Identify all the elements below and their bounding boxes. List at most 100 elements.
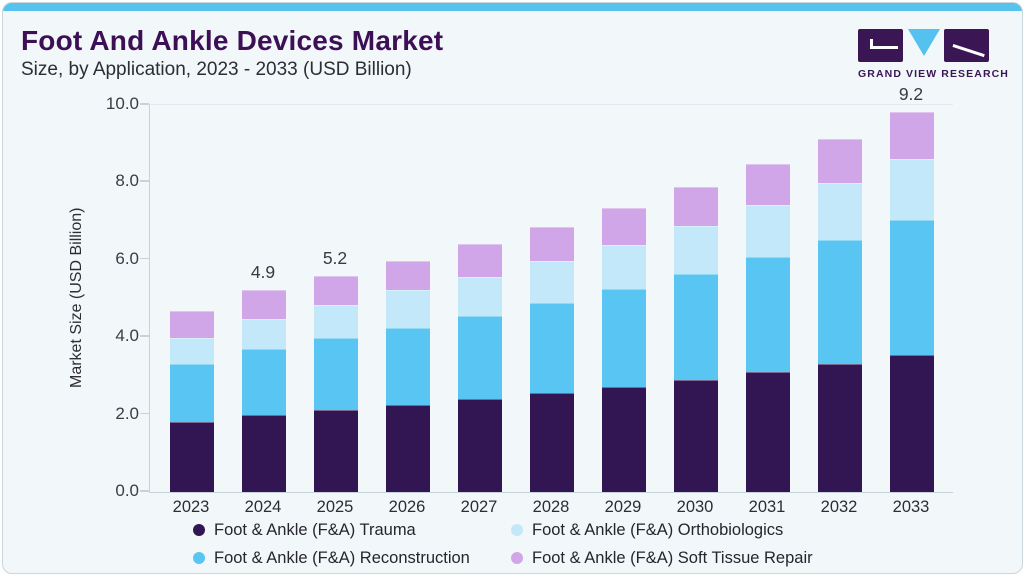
x-tick-label: 2023 [172, 498, 210, 516]
legend-swatch-orthobiologics [511, 524, 523, 536]
bar-segment-soft-tissue-repair-2031 [746, 164, 790, 206]
bar-segment-orthobiologics-2025 [314, 304, 358, 338]
bar-segment-soft-tissue-repair-2033 [890, 112, 934, 159]
bar-segment-orthobiologics-2032 [818, 183, 862, 240]
bar-segment-soft-tissue-repair-2029 [602, 207, 646, 245]
bar-group-2023 [170, 311, 214, 492]
bar-total-label-2033: 9.2 [898, 83, 924, 104]
bar-group-2028 [530, 226, 574, 492]
bar-segment-orthobiologics-2029 [602, 244, 646, 289]
y-tick-mark [140, 103, 149, 105]
bar-group-2026 [386, 261, 430, 492]
bar-total-label-2025: 5.2 [322, 248, 348, 269]
y-axis-label: Market Size (USD Billion) [68, 207, 85, 388]
top-accent-bar [3, 3, 1022, 11]
legend-swatch-soft-tissue-repair [511, 552, 523, 564]
bar-segment-trauma-2032 [818, 364, 862, 492]
bar-total-label-2024: 4.9 [250, 262, 276, 283]
bar-group-2029 [602, 207, 646, 492]
bar-segment-trauma-2027 [458, 399, 502, 492]
legend-label-orthobiologics: Foot & Ankle (F&A) Orthobiologics [532, 520, 784, 539]
logo-r-icon [944, 29, 989, 62]
bar-group-2030 [674, 187, 718, 492]
legend-label-reconstruction: Foot & Ankle (F&A) Reconstruction [214, 548, 470, 567]
bar-segment-reconstruction-2032 [818, 239, 862, 365]
bar-segment-reconstruction-2030 [674, 273, 718, 381]
legend-item-reconstruction: Foot & Ankle (F&A) Reconstruction [193, 547, 511, 569]
bar-segment-trauma-2031 [746, 372, 790, 492]
bar-group-2025 [314, 276, 358, 492]
y-tick-label: 6.0 [115, 248, 139, 268]
bar-group-2031 [746, 164, 790, 492]
x-tick-label: 2033 [892, 498, 930, 516]
legend-label-trauma: Foot & Ankle (F&A) Trauma [214, 520, 416, 539]
bar-segment-trauma-2030 [674, 380, 718, 492]
bar-segment-orthobiologics-2023 [170, 337, 214, 364]
bar-segment-soft-tissue-repair-2025 [314, 276, 358, 305]
y-tick-label: 8.0 [115, 171, 139, 191]
x-tick-label: 2027 [460, 498, 498, 516]
bar-group-2024 [242, 290, 286, 492]
bar-segment-orthobiologics-2026 [386, 290, 430, 328]
bar-segment-soft-tissue-repair-2024 [242, 290, 286, 319]
y-tick-mark [140, 490, 149, 492]
y-tick-mark [140, 335, 149, 337]
legend-swatch-trauma [193, 524, 205, 536]
bar-group-2033 [890, 112, 934, 492]
y-tick-mark [140, 257, 149, 260]
bar-segment-reconstruction-2028 [530, 303, 574, 393]
bar-segment-reconstruction-2023 [170, 363, 214, 422]
legend-item-trauma: Foot & Ankle (F&A) Trauma [193, 519, 511, 541]
bar-segment-trauma-2024 [242, 415, 286, 492]
bar-segment-reconstruction-2027 [458, 315, 502, 400]
x-tick-label: 2029 [604, 498, 642, 516]
logo-g-icon [858, 29, 903, 62]
bar-segment-orthobiologics-2030 [674, 226, 718, 274]
y-tick-mark [140, 180, 149, 182]
bar-segment-orthobiologics-2024 [242, 318, 286, 349]
bar-segment-trauma-2029 [602, 387, 646, 492]
bar-segment-trauma-2026 [386, 404, 430, 492]
bar-segment-soft-tissue-repair-2027 [458, 244, 502, 277]
bar-segment-trauma-2025 [314, 410, 358, 492]
y-tick-label: 10.0 [105, 94, 139, 113]
bar-segment-orthobiologics-2031 [746, 205, 790, 258]
y-tick-mark [140, 412, 149, 415]
chart-title: Foot And Ankle Devices Market [21, 25, 444, 56]
x-tick-label: 2030 [676, 498, 714, 516]
legend-item-orthobiologics: Foot & Ankle (F&A) Orthobiologics [511, 519, 873, 541]
chart-subtitle: Size, by Application, 2023 - 2033 (USD B… [21, 59, 412, 80]
bar-segment-trauma-2033 [890, 354, 934, 492]
bar-segment-orthobiologics-2028 [530, 260, 574, 304]
legend-item-soft-tissue-repair: Foot & Ankle (F&A) Soft Tissue Repair [511, 547, 873, 569]
x-tick-label: 2024 [244, 498, 282, 516]
bar-segment-trauma-2023 [170, 421, 214, 492]
bar-segment-soft-tissue-repair-2028 [530, 226, 574, 261]
legend: Foot & Ankle (F&A) Trauma Foot & Ankle (F… [193, 519, 873, 569]
bar-group-2027 [458, 244, 502, 492]
bar-segment-trauma-2028 [530, 392, 574, 492]
bar-segment-reconstruction-2025 [314, 337, 358, 411]
y-tick-label: 4.0 [115, 326, 139, 346]
bar-group-2032 [818, 139, 862, 492]
y-tick-label: 2.0 [115, 403, 139, 423]
grand-view-research-logo: GRAND VIEW RESEARCH [858, 29, 1009, 80]
plot-area [149, 104, 953, 493]
x-tick-label: 2031 [748, 498, 786, 516]
bar-segment-orthobiologics-2033 [890, 158, 934, 221]
y-tick-label: 0.0 [115, 481, 139, 500]
bar-segment-soft-tissue-repair-2026 [386, 261, 430, 291]
legend-swatch-reconstruction [193, 552, 205, 564]
x-tick-label: 2028 [532, 498, 570, 516]
bar-segment-orthobiologics-2027 [458, 276, 502, 316]
bar-segment-soft-tissue-repair-2023 [170, 311, 214, 338]
logo-text: GRAND VIEW RESEARCH [858, 68, 1009, 80]
x-tick-label: 2032 [820, 498, 858, 516]
bar-segment-reconstruction-2026 [386, 327, 430, 405]
bar-segment-soft-tissue-repair-2030 [674, 187, 718, 227]
x-tick-label: 2026 [388, 498, 426, 516]
legend-label-soft-tissue-repair: Foot & Ankle (F&A) Soft Tissue Repair [532, 548, 813, 567]
x-tick-label: 2025 [316, 498, 354, 516]
bar-segment-reconstruction-2024 [242, 348, 286, 416]
